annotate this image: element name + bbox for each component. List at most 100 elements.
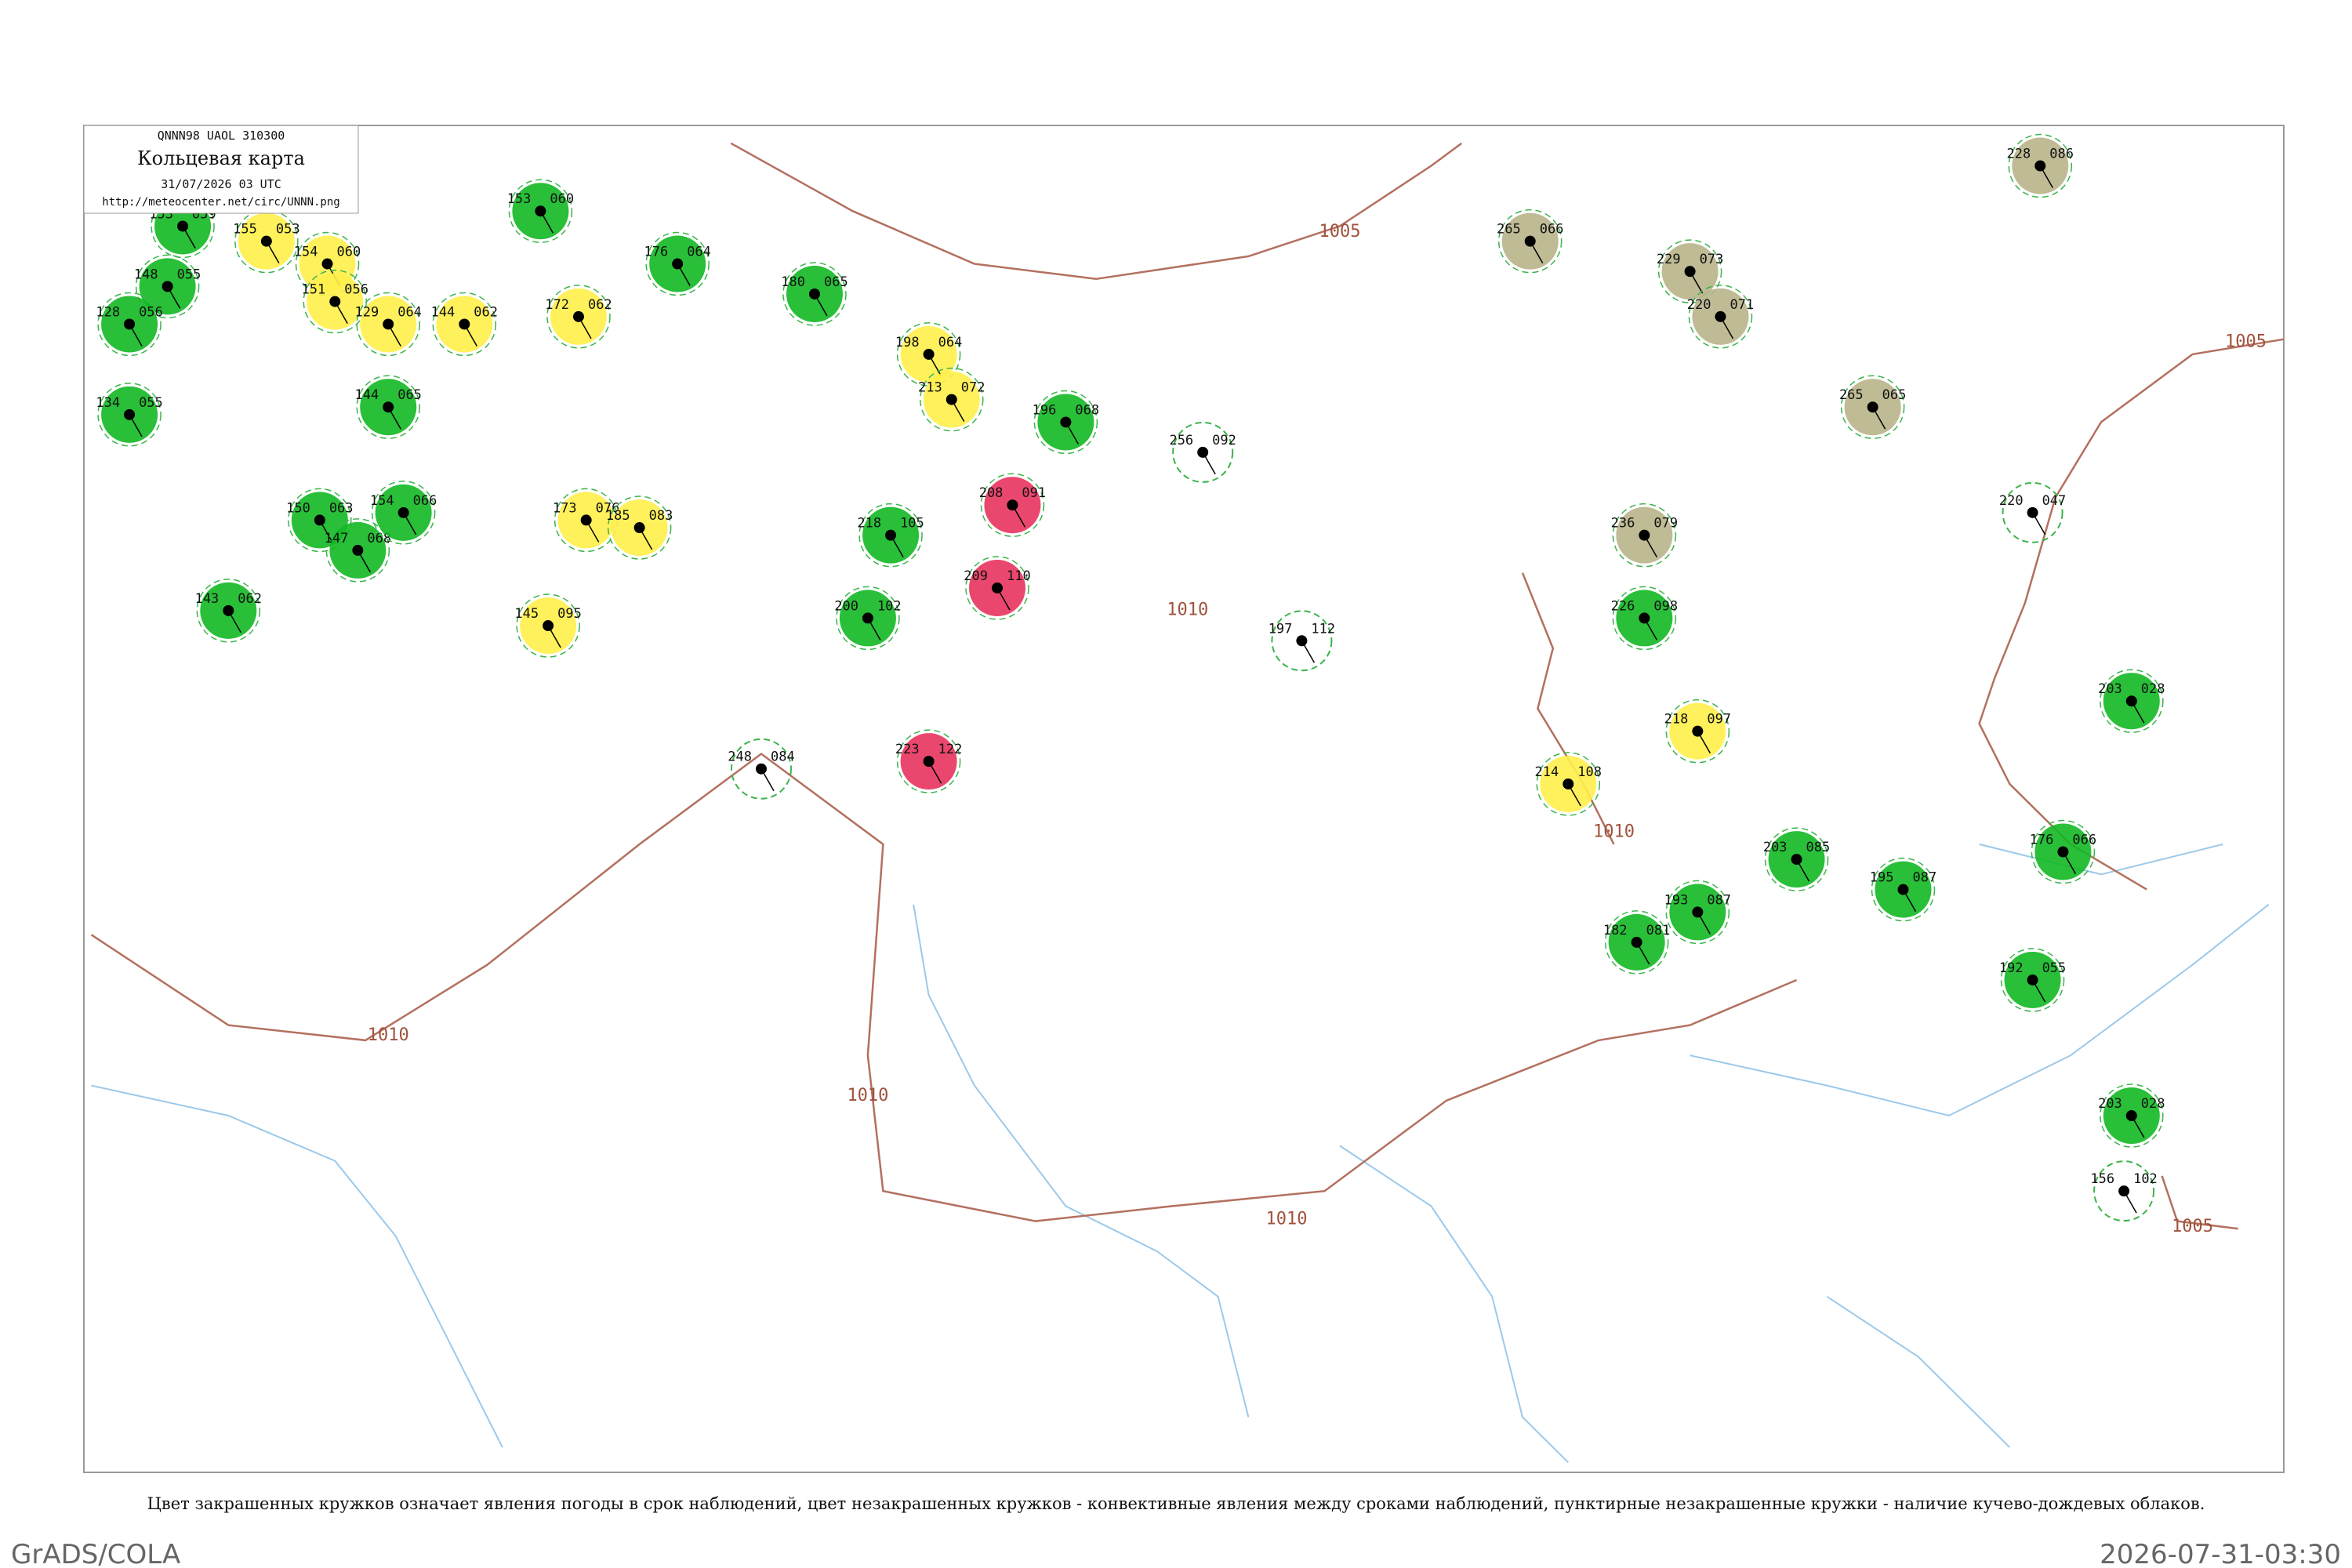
cb-ring bbox=[97, 383, 162, 447]
station: 192 055 bbox=[1999, 948, 2066, 1012]
station-temp: 145 bbox=[514, 606, 539, 622]
cb-ring bbox=[356, 292, 420, 357]
cb-ring bbox=[1033, 390, 1098, 455]
wind-barb bbox=[1643, 618, 1658, 641]
station-pressure: 047 bbox=[2042, 493, 2067, 509]
station-pressure: 065 bbox=[824, 274, 848, 290]
cb-ring bbox=[858, 503, 923, 568]
station-temp: 218 bbox=[1664, 712, 1689, 728]
wind-barb bbox=[760, 768, 775, 792]
header-code: QNNN98 UAOL 310300 bbox=[158, 129, 285, 143]
cb-ring bbox=[371, 481, 436, 545]
wind-barb bbox=[2031, 979, 2046, 1003]
station-temp: 208 bbox=[979, 485, 1004, 501]
cb-ring bbox=[645, 231, 710, 296]
station-pressure: 066 bbox=[1540, 222, 1564, 238]
station-temp: 180 bbox=[781, 274, 805, 290]
cb-ring bbox=[1657, 239, 1722, 303]
cb-ring bbox=[2000, 948, 2065, 1012]
cb-ring bbox=[1665, 880, 1730, 945]
station-temp: 223 bbox=[895, 742, 920, 757]
cb-ring bbox=[1688, 285, 1753, 349]
station: 148 055 bbox=[134, 254, 201, 319]
footer-left: GrADS/COLA bbox=[11, 1539, 180, 1568]
station-temp: 176 bbox=[644, 245, 668, 260]
cb-ring bbox=[516, 593, 580, 658]
station-temp: 147 bbox=[325, 531, 349, 546]
station: 226 098 bbox=[1611, 586, 1678, 651]
isobar-label: 1005 bbox=[2225, 332, 2267, 351]
wind-barb bbox=[387, 324, 401, 347]
wind-barb bbox=[129, 324, 143, 347]
station-temp: 155 bbox=[233, 222, 257, 238]
station: 203 085 bbox=[1763, 827, 1831, 891]
station-temp: 185 bbox=[606, 508, 630, 524]
cb-ring bbox=[546, 285, 611, 349]
isobar bbox=[90, 752, 1798, 1222]
station: 220 071 bbox=[1687, 285, 1754, 349]
cb-ring bbox=[2002, 481, 2063, 543]
station: 218 105 bbox=[857, 503, 924, 568]
river bbox=[913, 904, 1250, 1417]
station-dot bbox=[946, 394, 957, 405]
river bbox=[1826, 1295, 2011, 1448]
station: 195 087 bbox=[1870, 857, 1937, 922]
station-pressure: 085 bbox=[1806, 840, 1831, 855]
station: 144 062 bbox=[431, 292, 498, 357]
station-pressure: 087 bbox=[1707, 892, 1731, 908]
cb-ring bbox=[782, 262, 847, 326]
station: 182 081 bbox=[1603, 910, 1670, 975]
station-pressure: 056 bbox=[344, 282, 368, 298]
station: 176 066 bbox=[2030, 819, 2096, 884]
river bbox=[1979, 843, 2223, 876]
station-temp: 173 bbox=[553, 500, 577, 516]
station-temp: 134 bbox=[96, 395, 120, 411]
wind-barb bbox=[1202, 452, 1216, 475]
station-pressure: 066 bbox=[2072, 832, 2096, 848]
station: 203 028 bbox=[2098, 1083, 2165, 1148]
station: 145 095 bbox=[514, 593, 582, 658]
station-pressure: 087 bbox=[1913, 870, 1937, 886]
station: 156 102 bbox=[2090, 1160, 2158, 1222]
station-pressure: 084 bbox=[771, 750, 795, 765]
cb-ring bbox=[288, 488, 352, 553]
station: 172 062 bbox=[545, 285, 612, 349]
station-temp: 193 bbox=[1664, 892, 1689, 908]
cb-ring bbox=[607, 495, 672, 560]
station-temp: 150 bbox=[286, 500, 310, 516]
wind-barb bbox=[266, 241, 280, 264]
station-temp: 229 bbox=[1657, 252, 1681, 267]
station: 223 122 bbox=[895, 729, 962, 793]
isobar bbox=[730, 142, 1463, 281]
station-pressure: 062 bbox=[474, 304, 498, 320]
station-pressure: 055 bbox=[177, 267, 201, 282]
station: 209 110 bbox=[964, 556, 1031, 620]
wind-barb bbox=[1697, 912, 1711, 935]
station-pressure: 079 bbox=[1653, 516, 1678, 532]
station-pressure: 056 bbox=[139, 304, 163, 320]
header-title: Кольцевая карта bbox=[137, 147, 305, 169]
station: 129 064 bbox=[354, 292, 422, 357]
cb-ring bbox=[2031, 819, 2096, 884]
station-pressure: 064 bbox=[938, 335, 963, 350]
station: 236 079 bbox=[1611, 503, 1678, 568]
cb-ring bbox=[1536, 752, 1601, 816]
station-pressure: 102 bbox=[2133, 1171, 2158, 1187]
station-temp: 197 bbox=[1269, 621, 1293, 637]
station-temp: 265 bbox=[1497, 222, 1521, 238]
station-pressure: 060 bbox=[337, 245, 361, 260]
station-temp: 156 bbox=[2090, 1171, 2114, 1187]
wind-barb bbox=[951, 399, 965, 422]
cb-ring bbox=[508, 179, 573, 243]
wind-barb bbox=[677, 263, 691, 286]
station-temp: 128 bbox=[96, 304, 120, 320]
station-temp: 218 bbox=[857, 516, 881, 532]
station-pressure: 098 bbox=[1653, 598, 1678, 614]
station-temp: 265 bbox=[1839, 387, 1864, 403]
wind-barb bbox=[2031, 512, 2046, 535]
wind-barb bbox=[1530, 241, 1544, 264]
station-pressure: 073 bbox=[1700, 252, 1724, 267]
isobar bbox=[1521, 572, 1615, 845]
station-pressure: 068 bbox=[1075, 402, 1099, 418]
